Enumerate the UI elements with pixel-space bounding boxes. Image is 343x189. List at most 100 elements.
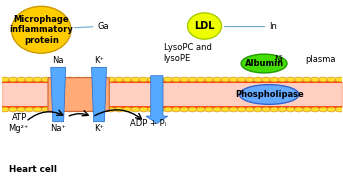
Circle shape — [188, 107, 197, 112]
Text: Na: Na — [52, 57, 64, 65]
Polygon shape — [51, 67, 66, 122]
Circle shape — [213, 77, 222, 82]
Circle shape — [237, 107, 246, 112]
Circle shape — [90, 107, 99, 112]
Circle shape — [107, 107, 115, 112]
Circle shape — [49, 107, 58, 112]
Circle shape — [0, 77, 9, 82]
Circle shape — [204, 107, 213, 112]
Circle shape — [270, 77, 279, 82]
Circle shape — [335, 107, 343, 112]
Circle shape — [327, 107, 336, 112]
Ellipse shape — [239, 85, 299, 104]
Text: LysoPC and
lysoPE: LysoPC and lysoPE — [164, 43, 212, 63]
Text: Heart cell: Heart cell — [9, 165, 57, 174]
Circle shape — [253, 77, 262, 82]
Circle shape — [107, 77, 115, 82]
Circle shape — [164, 77, 173, 82]
Circle shape — [131, 107, 140, 112]
Circle shape — [82, 107, 91, 112]
Text: In: In — [269, 22, 277, 31]
Circle shape — [180, 107, 189, 112]
Circle shape — [41, 107, 50, 112]
Circle shape — [319, 107, 328, 112]
Text: Ni: Ni — [274, 55, 283, 64]
FancyBboxPatch shape — [48, 78, 109, 111]
Circle shape — [188, 77, 197, 82]
Circle shape — [294, 107, 303, 112]
Circle shape — [33, 107, 42, 112]
Text: Na⁺: Na⁺ — [50, 124, 66, 132]
Circle shape — [311, 77, 320, 82]
Circle shape — [115, 107, 123, 112]
Text: plasma: plasma — [305, 55, 335, 64]
Circle shape — [180, 77, 189, 82]
Circle shape — [237, 77, 246, 82]
Circle shape — [17, 77, 25, 82]
Circle shape — [123, 77, 132, 82]
Circle shape — [66, 107, 74, 112]
Circle shape — [213, 107, 222, 112]
Circle shape — [58, 107, 66, 112]
Circle shape — [270, 107, 279, 112]
Circle shape — [164, 107, 173, 112]
Circle shape — [335, 77, 343, 82]
Circle shape — [147, 107, 156, 112]
Circle shape — [25, 107, 34, 112]
Text: ADP + Pᵢ: ADP + Pᵢ — [130, 119, 166, 128]
Ellipse shape — [241, 54, 287, 73]
Circle shape — [49, 77, 58, 82]
Circle shape — [9, 77, 17, 82]
Circle shape — [155, 107, 164, 112]
Circle shape — [286, 107, 295, 112]
Text: Ga: Ga — [97, 22, 109, 31]
Circle shape — [204, 77, 213, 82]
Circle shape — [221, 107, 230, 112]
Circle shape — [245, 107, 254, 112]
Circle shape — [262, 107, 271, 112]
Circle shape — [147, 77, 156, 82]
Circle shape — [245, 77, 254, 82]
Text: K⁺: K⁺ — [94, 124, 104, 132]
Polygon shape — [146, 76, 168, 124]
Circle shape — [98, 107, 107, 112]
Circle shape — [74, 107, 83, 112]
Circle shape — [286, 77, 295, 82]
Circle shape — [229, 107, 238, 112]
Text: LDL: LDL — [194, 21, 215, 31]
Circle shape — [9, 107, 17, 112]
Circle shape — [294, 77, 303, 82]
Circle shape — [131, 77, 140, 82]
Circle shape — [139, 77, 148, 82]
Circle shape — [115, 77, 123, 82]
Circle shape — [319, 77, 328, 82]
Circle shape — [25, 77, 34, 82]
Text: K⁺: K⁺ — [94, 57, 104, 65]
Text: Phospholipase: Phospholipase — [235, 90, 304, 99]
Circle shape — [303, 77, 311, 82]
Text: ATP: ATP — [12, 112, 27, 122]
Circle shape — [17, 107, 25, 112]
Circle shape — [0, 107, 9, 112]
Circle shape — [155, 77, 164, 82]
Circle shape — [90, 77, 99, 82]
Circle shape — [311, 107, 320, 112]
Circle shape — [196, 77, 205, 82]
Circle shape — [278, 107, 287, 112]
Circle shape — [58, 77, 66, 82]
Circle shape — [74, 77, 83, 82]
Circle shape — [33, 77, 42, 82]
Text: Mg²⁺: Mg²⁺ — [8, 124, 28, 133]
Circle shape — [253, 107, 262, 112]
Circle shape — [303, 107, 311, 112]
Ellipse shape — [188, 13, 222, 39]
Text: Microphage
inflammatory
protein: Microphage inflammatory protein — [9, 15, 73, 45]
Polygon shape — [92, 67, 107, 122]
Circle shape — [172, 77, 181, 82]
Circle shape — [82, 77, 91, 82]
Circle shape — [123, 107, 132, 112]
Circle shape — [41, 77, 50, 82]
Circle shape — [172, 107, 181, 112]
Circle shape — [66, 77, 74, 82]
Circle shape — [229, 77, 238, 82]
